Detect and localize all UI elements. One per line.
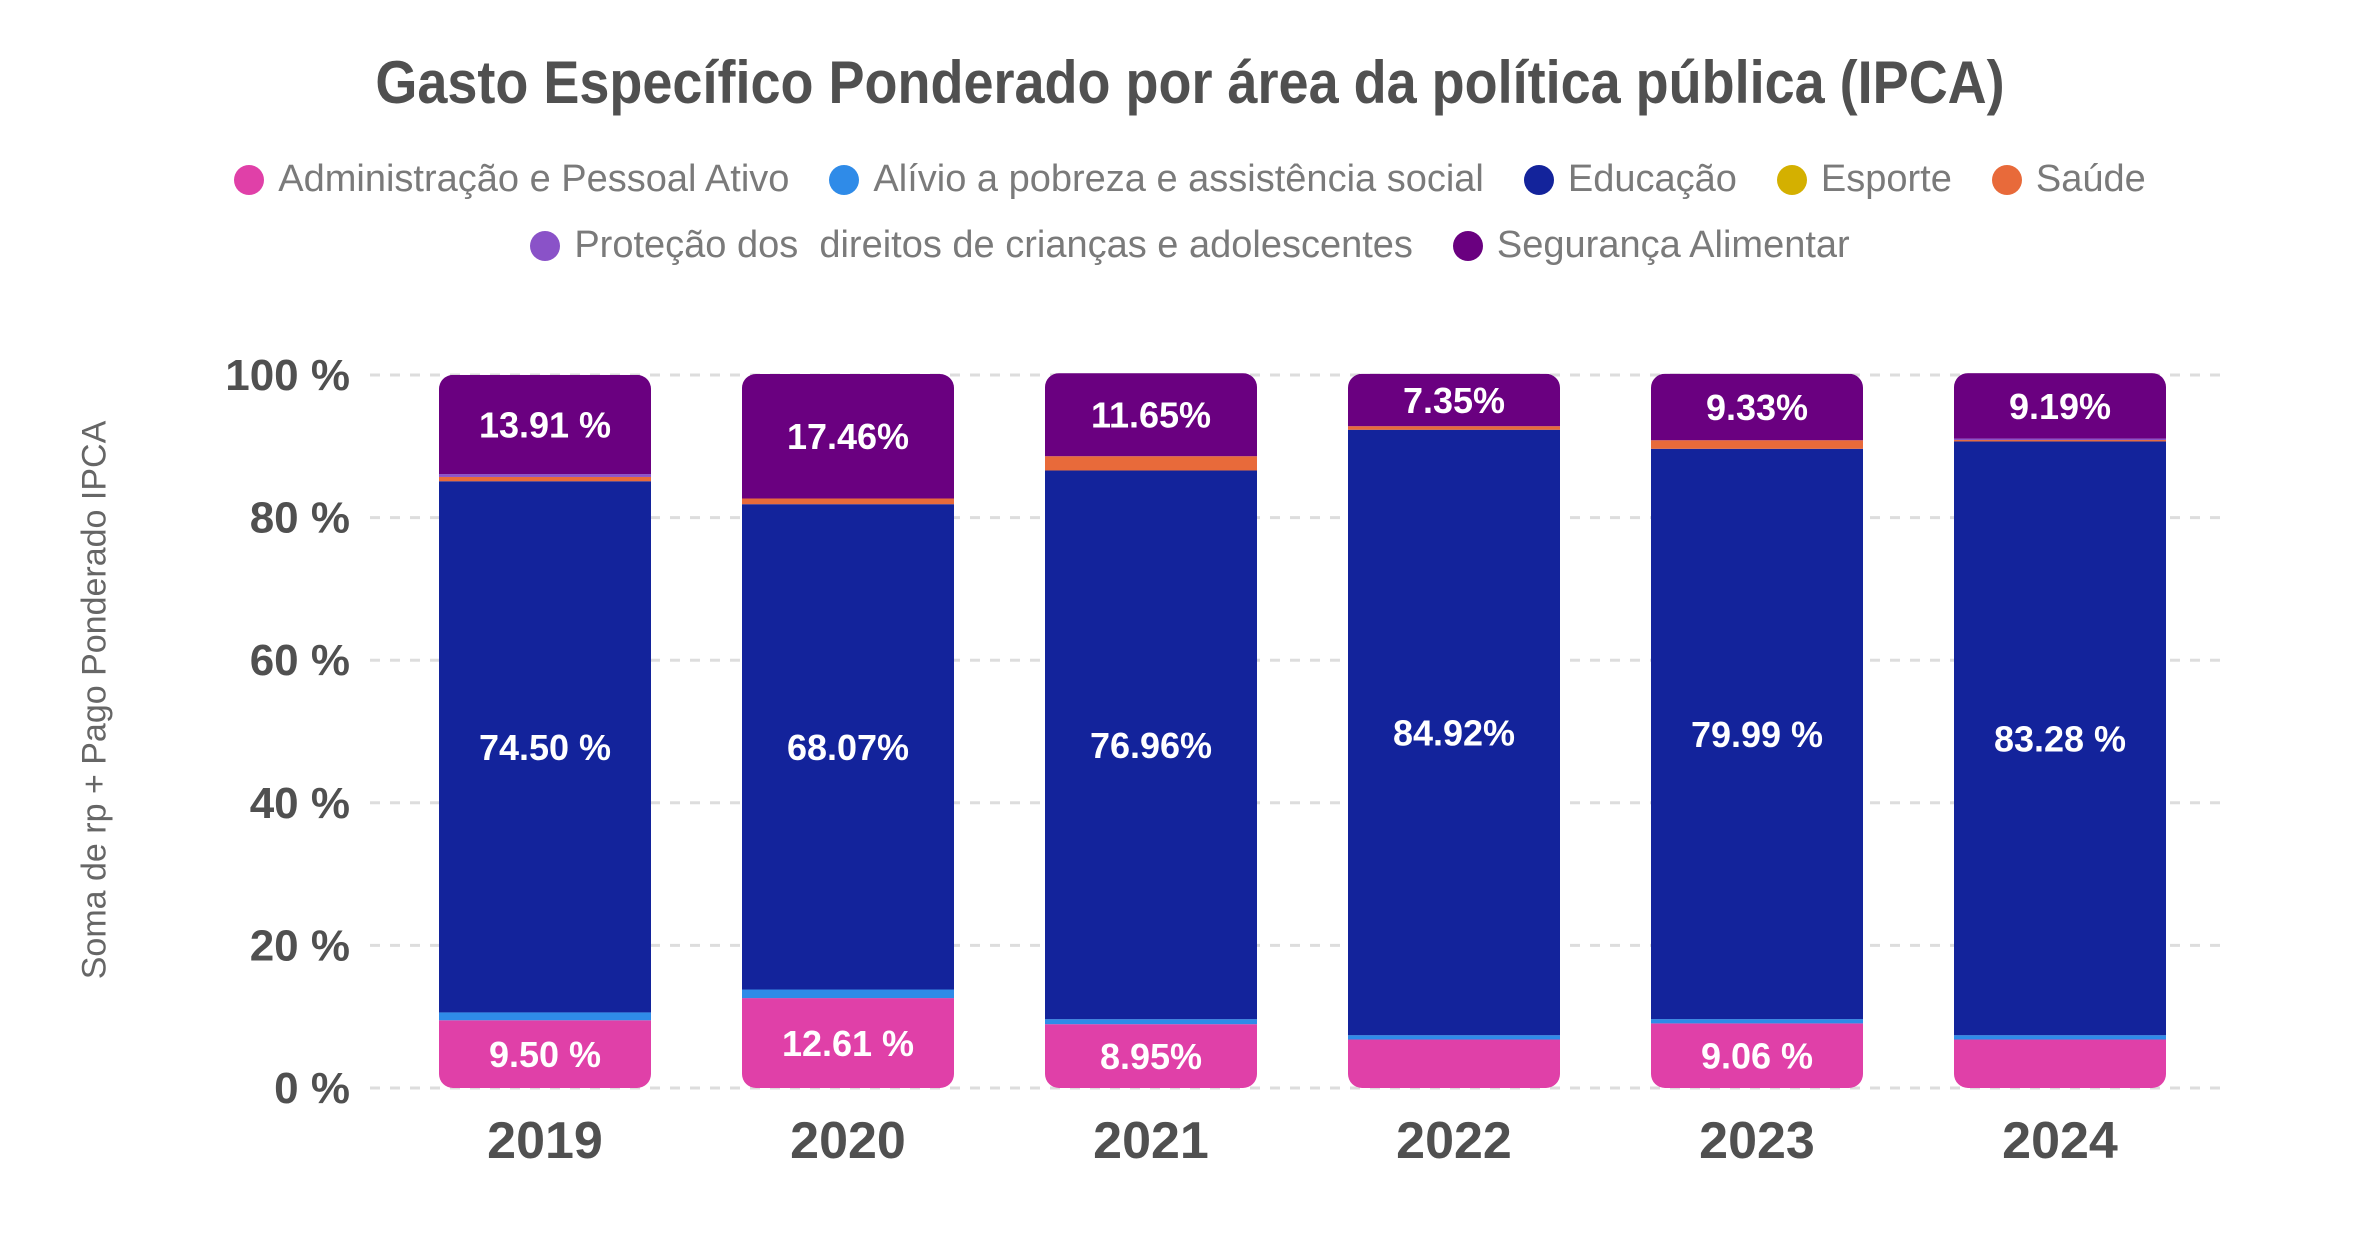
bar-group-2019 xyxy=(439,374,651,1088)
y-tick-label: 100 % xyxy=(225,351,350,400)
bar-segment-2021-s0 xyxy=(1045,1024,1257,1088)
bar-group-2020 xyxy=(742,374,954,1088)
x-tick-label-2019: 2019 xyxy=(487,1112,603,1170)
data-label-2019-s0: 9.50 % xyxy=(489,1034,601,1075)
x-tick-label-2022: 2022 xyxy=(1396,1112,1512,1170)
data-label-2023-s6: 9.33% xyxy=(1706,387,1808,428)
y-tick-label: 60 % xyxy=(250,636,350,685)
legend-dot-educacao xyxy=(1523,164,1554,195)
bar-segment-2021-s4 xyxy=(1045,456,1257,471)
legend-dot-esporte xyxy=(1776,164,1807,195)
bar-segment-2022-s0 xyxy=(1348,1039,1560,1088)
bar-segment-2022-s2 xyxy=(1348,429,1560,1036)
bar-segment-2022-s4 xyxy=(1348,426,1560,430)
bar-segment-2024-s6 xyxy=(1954,373,2166,439)
bar-segment-2024-s5 xyxy=(1954,438,2166,441)
bar-segment-2021-s2 xyxy=(1045,470,1257,1020)
bar-segment-2023-s6 xyxy=(1651,373,1863,441)
bar-segment-2020-s1 xyxy=(742,989,954,999)
data-label-2024-s2: 83.28 % xyxy=(1994,718,2126,759)
bar-segment-2022-s6 xyxy=(1348,373,1560,427)
bar-segment-2020-s0 xyxy=(742,998,954,1088)
bar-segment-2019-s4 xyxy=(439,476,651,482)
bar-segment-2022-s1 xyxy=(1348,1035,1560,1040)
x-tick-label-2021: 2021 xyxy=(1093,1112,1209,1170)
bar-segment-2020-s2 xyxy=(742,504,954,990)
bar-segment-2024-s1 xyxy=(1954,1035,2166,1040)
bar-group-2021 xyxy=(1045,373,1257,1088)
bar-segment-2021-s1 xyxy=(1045,1019,1257,1025)
legend-item-administracao[interactable]: Administração e Pessoal Ativo xyxy=(234,158,789,201)
legend-dot-administracao xyxy=(234,164,265,195)
legend-label-saude: Saúde xyxy=(2035,158,2146,200)
legend-label-esporte: Esporte xyxy=(1820,158,1952,200)
data-label-2021-s2: 76.96% xyxy=(1090,725,1212,766)
legend-dot-seguranca-alimentar xyxy=(1452,230,1483,261)
data-label-2020-s0: 12.61 % xyxy=(782,1023,914,1064)
legend-label-administracao: Administração e Pessoal Ativo xyxy=(278,158,790,200)
x-tick-label-2024: 2024 xyxy=(2002,1112,2118,1170)
bar-segment-2019-s2 xyxy=(439,481,651,1013)
legend-label-educacao: Educação xyxy=(1567,158,1737,200)
data-label-2023-s2: 79.99 % xyxy=(1691,714,1823,755)
data-label-2019-s6: 13.91 % xyxy=(479,405,611,446)
legend-label-seguranca-alimentar: Segurança Alimentar xyxy=(1496,224,1850,266)
bar-segment-2019-s1 xyxy=(439,1012,651,1021)
legend-item-esporte[interactable]: Esporte xyxy=(1776,158,1952,201)
bar-segment-2020-s4 xyxy=(742,498,954,505)
legend-dot-saude xyxy=(1991,164,2022,195)
y-tick-label: 80 % xyxy=(250,494,350,543)
bar-segment-2023-s1 xyxy=(1651,1019,1863,1024)
legend-label-alivio-pobreza: Alívio a pobreza e assistência social xyxy=(873,158,1484,200)
data-label-2024-s6: 9.19% xyxy=(2009,386,2111,427)
bar-segment-2021-s6 xyxy=(1045,373,1257,457)
y-tick-label: 0 % xyxy=(274,1064,350,1113)
bar-segment-2020-s6 xyxy=(742,374,954,499)
bar-segment-2024-s0 xyxy=(1954,1039,2166,1088)
data-label-2023-s0: 9.06 % xyxy=(1701,1036,1813,1077)
data-label-2022-s2: 84.92% xyxy=(1393,712,1515,753)
bar-group-2022 xyxy=(1348,373,1560,1088)
chart-title: Gasto Específico Ponderado por área da p… xyxy=(375,49,2005,116)
y-tick-label: 40 % xyxy=(250,779,350,828)
legend-item-educacao[interactable]: Educação xyxy=(1523,158,1737,201)
legend-item-protecao-direitos[interactable]: Proteção dos direitos de crianças e adol… xyxy=(530,224,1413,267)
bar-segment-2023-s0 xyxy=(1651,1023,1863,1088)
data-label-2019-s2: 74.50 % xyxy=(479,727,611,768)
bar-group-2024 xyxy=(1954,373,2166,1088)
bar-segment-2019-s6 xyxy=(439,374,651,475)
legend-dot-alivio-pobreza xyxy=(829,164,860,195)
legend-item-saude[interactable]: Saúde xyxy=(1991,158,2146,201)
legend-item-alivio-pobreza[interactable]: Alívio a pobreza e assistência social xyxy=(829,158,1484,201)
data-label-2021-s0: 8.95% xyxy=(1100,1036,1202,1077)
bar-group-2023 xyxy=(1651,373,1863,1088)
bar-segment-2019-s5 xyxy=(439,474,651,477)
y-tick-label: 20 % xyxy=(250,921,350,970)
legend-row-1: Administração e Pessoal Ativo Alívio a p… xyxy=(0,158,2380,201)
bar-segment-2024-s2 xyxy=(1954,441,2166,1036)
bar-segment-2023-s4 xyxy=(1651,440,1863,449)
legend-dot-protecao-direitos xyxy=(530,230,561,261)
data-label-2022-s6: 7.35% xyxy=(1403,380,1505,421)
data-label-2021-s6: 11.65% xyxy=(1091,395,1211,436)
bar-segment-2019-s0 xyxy=(439,1020,651,1088)
data-label-2020-s2: 68.07% xyxy=(787,727,909,768)
data-label-2020-s6: 17.46% xyxy=(787,416,909,457)
legend-row-2: Proteção dos direitos de crianças e adol… xyxy=(0,224,2380,267)
x-tick-label-2020: 2020 xyxy=(790,1112,906,1170)
x-tick-label-2023: 2023 xyxy=(1699,1112,1815,1170)
bar-segment-2024-s4 xyxy=(1954,440,2166,442)
legend-item-seguranca-alimentar[interactable]: Segurança Alimentar xyxy=(1452,224,1850,267)
legend-label-protecao-direitos: Proteção dos direitos de crianças e adol… xyxy=(574,224,1413,266)
bar-segment-2023-s2 xyxy=(1651,448,1863,1020)
